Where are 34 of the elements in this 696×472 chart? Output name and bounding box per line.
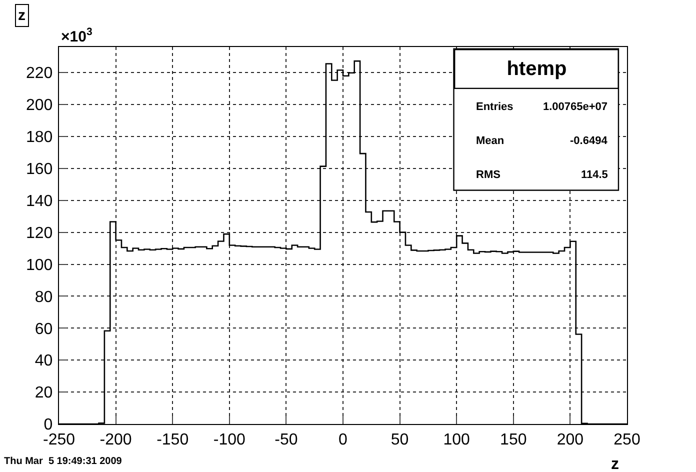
y-tick-label: 0	[44, 416, 53, 434]
x-tick-label: 250	[614, 431, 640, 448]
y-tick-label: 180	[26, 129, 53, 146]
y-tick-label: 20	[34, 384, 53, 402]
annotation: -0.6494	[570, 135, 608, 147]
chart-title: z	[18, 7, 26, 24]
x-tick-label: -250	[42, 431, 76, 448]
y-tick-label: 120	[26, 224, 53, 242]
y-tick-label: 40	[34, 352, 53, 370]
y-tick-label: 160	[26, 161, 53, 178]
x-tick-label: -50	[274, 431, 298, 448]
y-tick-label: 200	[26, 97, 53, 114]
y-tick-label: 220	[26, 65, 53, 82]
text: ×10$^{3}$	[61, 26, 92, 46]
x-tick-label: -150	[156, 431, 189, 448]
x-tick-label: -200	[100, 431, 132, 448]
annotation: 114.5	[581, 169, 608, 181]
annotation: Entries	[476, 101, 514, 113]
x-axis-title: z	[611, 456, 619, 472]
x-tick-label: 200	[556, 431, 584, 448]
x-tick-label: 150	[500, 431, 527, 448]
y-tick-label: 80	[34, 288, 53, 306]
y-tick-label: 140	[26, 192, 53, 210]
annotation: 1.00765e+07	[543, 101, 608, 113]
x-tick-label: 100	[443, 431, 470, 448]
x-tick-label: -100	[213, 431, 246, 448]
y-tick-label: 100	[26, 256, 53, 274]
annotation: RMS	[476, 169, 500, 181]
x-tick-label: 0	[338, 431, 348, 448]
annotation: Mean	[476, 135, 504, 147]
annotation: htemp	[506, 58, 567, 80]
y-tick-label: 60	[34, 320, 53, 338]
x-tick-label: 50	[390, 431, 409, 448]
text: Thu Mar 5 19:49:31 2009	[4, 456, 122, 467]
